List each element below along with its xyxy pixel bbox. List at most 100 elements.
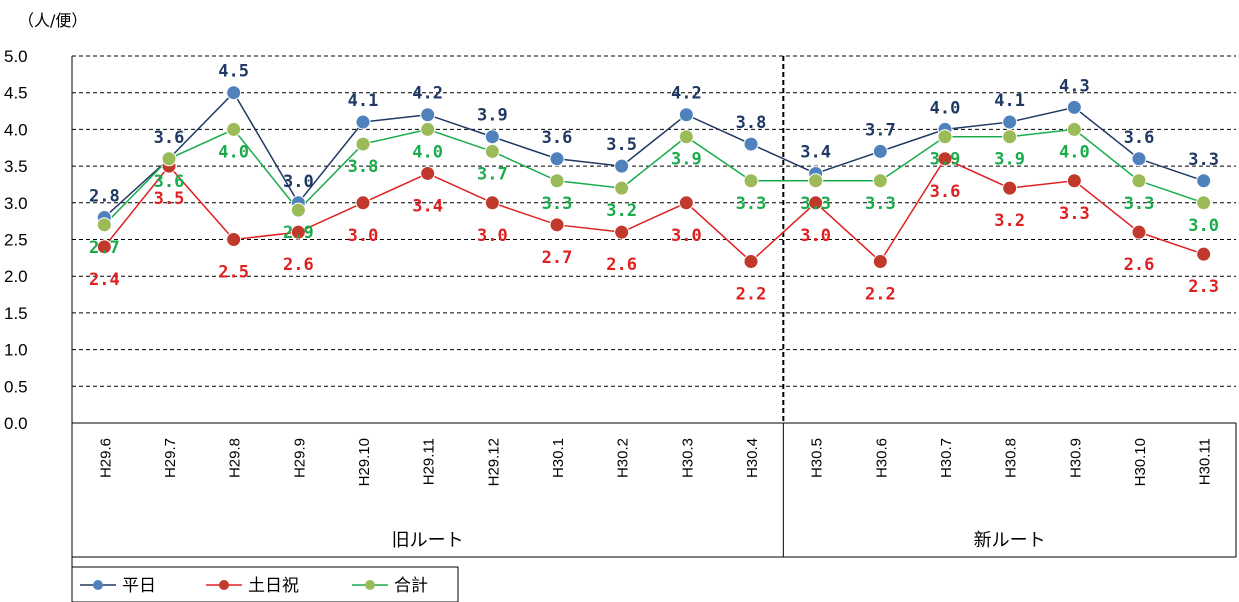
x-tick-label: H29.10 bbox=[356, 438, 373, 486]
data-point bbox=[872, 173, 888, 189]
x-tick-label: H29.8 bbox=[227, 438, 244, 478]
data-label: 2.6 bbox=[606, 255, 637, 275]
data-label: 3.4 bbox=[412, 196, 443, 216]
data-label: 3.3 bbox=[865, 194, 896, 214]
data-label: 2.6 bbox=[283, 255, 314, 275]
data-point bbox=[1196, 246, 1212, 262]
data-point bbox=[678, 129, 694, 145]
data-label: 4.0 bbox=[1059, 142, 1090, 162]
data-label: 3.6 bbox=[930, 182, 961, 202]
x-tick-label: H30.10 bbox=[1132, 438, 1149, 486]
data-point bbox=[743, 173, 759, 189]
legend-label: 平日 bbox=[122, 576, 156, 596]
axes bbox=[71, 56, 1237, 602]
legend-label: 土日祝 bbox=[248, 576, 299, 596]
data-point bbox=[420, 107, 436, 123]
x-tick-label: H29.12 bbox=[485, 438, 502, 486]
data-label: 2.3 bbox=[1188, 277, 1219, 297]
data-label: 4.0 bbox=[218, 142, 249, 162]
data-point bbox=[1002, 180, 1018, 196]
data-point bbox=[937, 151, 953, 167]
data-labels: 2.83.64.53.04.1 4.23.93.6 3.54.23.83.43.74… bbox=[89, 62, 1219, 305]
y-tick-label: 3.5 bbox=[4, 157, 28, 176]
data-point bbox=[420, 121, 436, 137]
data-point bbox=[355, 114, 371, 130]
x-tick-label: H30.6 bbox=[873, 438, 890, 478]
data-point bbox=[549, 173, 565, 189]
data-label: 4.5 bbox=[218, 62, 249, 82]
data-label: 2.5 bbox=[218, 263, 249, 283]
data-point bbox=[484, 143, 500, 159]
y-tick-label: 2.5 bbox=[4, 231, 28, 250]
data-label: 3.9 bbox=[994, 150, 1025, 170]
x-tick-label: H30.7 bbox=[938, 438, 955, 478]
data-label: 4.0 bbox=[412, 142, 443, 162]
legend-marker bbox=[219, 580, 229, 590]
x-tick-label: H30.2 bbox=[615, 438, 632, 478]
data-label: 3.2 bbox=[994, 211, 1025, 231]
data-label: 2.7 bbox=[542, 248, 573, 268]
data-label: 3.3 bbox=[800, 194, 831, 214]
data-label: 3.3 bbox=[736, 194, 767, 214]
x-tick-label: H30.9 bbox=[1067, 438, 1084, 478]
legend-marker bbox=[93, 580, 103, 590]
data-label: 2.8 bbox=[89, 186, 120, 206]
data-point bbox=[614, 158, 630, 174]
data-label: 2.2 bbox=[736, 285, 767, 305]
x-tick-label: H29.7 bbox=[162, 438, 179, 478]
data-label: 2.7 bbox=[89, 238, 120, 258]
data-point bbox=[549, 217, 565, 233]
series-lines bbox=[96, 85, 1212, 270]
data-point bbox=[1066, 121, 1082, 137]
data-point bbox=[484, 129, 500, 145]
data-label: 3.0 bbox=[671, 226, 702, 246]
data-point bbox=[355, 195, 371, 211]
data-label: 3.9 bbox=[477, 106, 508, 126]
data-label: 3.9 bbox=[930, 150, 961, 170]
x-tick-label: H29.6 bbox=[97, 438, 114, 478]
data-point bbox=[1131, 173, 1147, 189]
data-label: 3.6 bbox=[1124, 128, 1155, 148]
data-point bbox=[1131, 151, 1147, 167]
y-unit-label: （人/便） bbox=[18, 11, 87, 30]
data-label: 3.6 bbox=[154, 172, 185, 192]
series-line bbox=[103, 157, 1204, 263]
group-label: 旧ルート bbox=[392, 530, 464, 551]
y-tick-label: 1.5 bbox=[4, 304, 28, 323]
y-tick-label: 4.0 bbox=[4, 120, 28, 139]
x-tick-label: H30.1 bbox=[550, 438, 567, 478]
data-point bbox=[678, 107, 694, 123]
data-label: 2.9 bbox=[283, 223, 314, 243]
grid-lines bbox=[72, 55, 1236, 387]
data-label: 3.5 bbox=[606, 135, 637, 155]
data-label: 3.7 bbox=[477, 164, 508, 184]
data-point bbox=[290, 202, 306, 218]
data-point bbox=[1196, 195, 1212, 211]
group-label: 新ルート bbox=[974, 530, 1046, 551]
data-label: 4.2 bbox=[671, 84, 702, 104]
data-point bbox=[549, 151, 565, 167]
data-point bbox=[290, 224, 306, 240]
data-point bbox=[808, 173, 824, 189]
x-tick-labels: H29.6 H29.7 H29.8 H29.9 H29.10 H29.11 H29.12 H3… bbox=[97, 438, 1213, 486]
y-tick-label: 4.5 bbox=[4, 84, 28, 103]
data-point bbox=[1196, 173, 1212, 189]
legend-label: 合計 bbox=[394, 576, 428, 596]
data-point bbox=[420, 165, 436, 181]
data-point bbox=[226, 85, 242, 101]
data-point bbox=[872, 254, 888, 270]
data-point bbox=[1066, 173, 1082, 189]
data-point bbox=[937, 129, 953, 145]
series-line bbox=[103, 91, 1204, 219]
data-point bbox=[743, 254, 759, 270]
x-tick-label: H30.11 bbox=[1197, 438, 1214, 485]
data-label: 3.0 bbox=[1188, 216, 1219, 236]
data-point bbox=[678, 195, 694, 211]
data-point bbox=[1131, 224, 1147, 240]
x-tick-label: H29.11 bbox=[421, 438, 438, 485]
data-point bbox=[1066, 99, 1082, 115]
legend-marker bbox=[365, 580, 375, 590]
data-point bbox=[484, 195, 500, 211]
x-tick-label: H29.9 bbox=[291, 438, 308, 478]
